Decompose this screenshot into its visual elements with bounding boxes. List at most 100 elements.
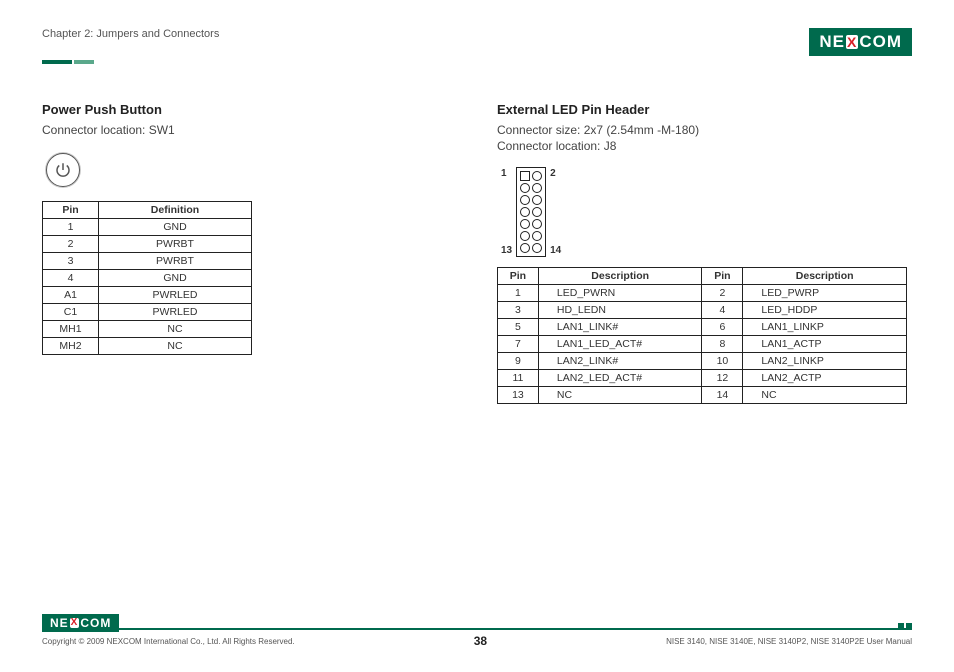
- table-cell: HD_LEDN: [538, 302, 702, 319]
- table-row: MH2NC: [43, 338, 252, 355]
- connector-location-j8: Connector location: J8: [497, 139, 912, 153]
- diagram-pin: [520, 231, 530, 241]
- table-row: 11LAN2_LED_ACT#12LAN2_ACTP: [498, 370, 907, 387]
- table-cell: 3: [498, 302, 539, 319]
- table-row: 13NC14NC: [498, 387, 907, 404]
- table-header-row: Pin Description Pin Description: [498, 268, 907, 285]
- th-desc-a: Description: [538, 268, 702, 285]
- table-cell: GND: [99, 219, 252, 236]
- table-cell: LAN2_ACTP: [743, 370, 907, 387]
- table-cell: 1: [43, 219, 99, 236]
- connector-size: Connector size: 2x7 (2.54mm -M-180): [497, 123, 912, 137]
- diagram-pin: [520, 183, 530, 193]
- table-cell: MH2: [43, 338, 99, 355]
- table-cell: C1: [43, 304, 99, 321]
- table-cell: LAN1_ACTP: [743, 336, 907, 353]
- section-title-led: External LED Pin Header: [497, 102, 912, 117]
- table-cell: NC: [743, 387, 907, 404]
- diagram-pin: [520, 243, 530, 253]
- diagram-pin: [532, 243, 542, 253]
- diagram-labels-left: 1 13: [501, 168, 512, 256]
- copyright-text: Copyright © 2009 NEXCOM International Co…: [42, 637, 295, 646]
- page-header: Chapter 2: Jumpers and Connectors NE X C…: [42, 28, 912, 56]
- table-cell: A1: [43, 287, 99, 304]
- manual-name: NISE 3140, NISE 3140E, NISE 3140P2, NISE…: [666, 637, 912, 646]
- diagram-pin: [520, 195, 530, 205]
- table-row: 3PWRBT: [43, 253, 252, 270]
- table-cell: 4: [702, 302, 743, 319]
- pin-label-14: 14: [550, 245, 561, 256]
- table-cell: 14: [702, 387, 743, 404]
- table-row: A1PWRLED: [43, 287, 252, 304]
- table-row: 7LAN1_LED_ACT#8LAN1_ACTP: [498, 336, 907, 353]
- table-cell: NC: [99, 321, 252, 338]
- table-cell: NC: [538, 387, 702, 404]
- diagram-pin: [520, 171, 530, 181]
- table-cell: 7: [498, 336, 539, 353]
- table-cell: 4: [43, 270, 99, 287]
- table-cell: LAN2_LINK#: [538, 353, 702, 370]
- table-row: 5LAN1_LINK#6LAN1_LINKP: [498, 319, 907, 336]
- table-header-row: Pin Definition: [43, 202, 252, 219]
- diagram-pin: [520, 219, 530, 229]
- table-cell: LAN2_LED_ACT#: [538, 370, 702, 387]
- table-cell: 10: [702, 353, 743, 370]
- table-cell: PWRLED: [99, 287, 252, 304]
- footer-line: NE X COM: [42, 628, 912, 632]
- table-cell: LED_HDDP: [743, 302, 907, 319]
- table-cell: MH1: [43, 321, 99, 338]
- logo-part-x: X: [846, 35, 858, 49]
- logo-part-1: NE: [819, 32, 845, 52]
- diagram-grid: [516, 167, 546, 257]
- table-cell: 6: [702, 319, 743, 336]
- footer-squares: [898, 623, 912, 629]
- table-row: C1PWRLED: [43, 304, 252, 321]
- left-column: Power Push Button Connector location: SW…: [42, 102, 457, 404]
- power-pin-table: Pin Definition 1GND2PWRBT3PWRBT4GNDA1PWR…: [42, 201, 252, 355]
- chapter-title: Chapter 2: Jumpers and Connectors: [42, 28, 219, 40]
- footer-meta: Copyright © 2009 NEXCOM International Co…: [42, 634, 912, 648]
- table-row: MH1NC: [43, 321, 252, 338]
- brand-logo: NE X COM: [809, 28, 912, 56]
- led-pin-table: Pin Description Pin Description 1LED_PWR…: [497, 267, 907, 404]
- table-row: 1LED_PWRN2LED_PWRP: [498, 285, 907, 302]
- table-row: 1GND: [43, 219, 252, 236]
- table-cell: GND: [99, 270, 252, 287]
- page-footer: NE X COM Copyright © 2009 NEXCOM Interna…: [42, 628, 912, 648]
- logo-part-3: COM: [80, 616, 111, 630]
- pin-label-1: 1: [501, 168, 512, 179]
- diagram-labels-right: 2 14: [550, 168, 561, 256]
- th-desc-b: Description: [743, 268, 907, 285]
- table-cell: PWRLED: [99, 304, 252, 321]
- table-cell: 13: [498, 387, 539, 404]
- table-cell: 5: [498, 319, 539, 336]
- table-cell: LED_PWRN: [538, 285, 702, 302]
- right-column: External LED Pin Header Connector size: …: [497, 102, 912, 404]
- diagram-pin: [532, 195, 542, 205]
- table-cell: 1: [498, 285, 539, 302]
- table-cell: PWRBT: [99, 236, 252, 253]
- table-row: 2PWRBT: [43, 236, 252, 253]
- pin-label-13: 13: [501, 245, 512, 256]
- table-cell: 9: [498, 353, 539, 370]
- diagram-pin: [532, 183, 542, 193]
- table-cell: 3: [43, 253, 99, 270]
- header-accent: [42, 60, 912, 64]
- table-row: 4GND: [43, 270, 252, 287]
- table-cell: LAN2_LINKP: [743, 353, 907, 370]
- th-pin: Pin: [43, 202, 99, 219]
- section-title-power: Power Push Button: [42, 102, 457, 117]
- footer-logo: NE X COM: [42, 614, 119, 632]
- table-row: 3HD_LEDN4LED_HDDP: [498, 302, 907, 319]
- pin-label-2: 2: [550, 168, 561, 179]
- table-cell: PWRBT: [99, 253, 252, 270]
- diagram-pin: [532, 219, 542, 229]
- table-cell: LAN1_LINK#: [538, 319, 702, 336]
- logo-part-1: NE: [50, 616, 69, 630]
- th-definition: Definition: [99, 202, 252, 219]
- table-cell: 11: [498, 370, 539, 387]
- th-pin-b: Pin: [702, 268, 743, 285]
- table-row: 9LAN2_LINK#10LAN2_LINKP: [498, 353, 907, 370]
- diagram-pin: [532, 207, 542, 217]
- diagram-pin: [520, 207, 530, 217]
